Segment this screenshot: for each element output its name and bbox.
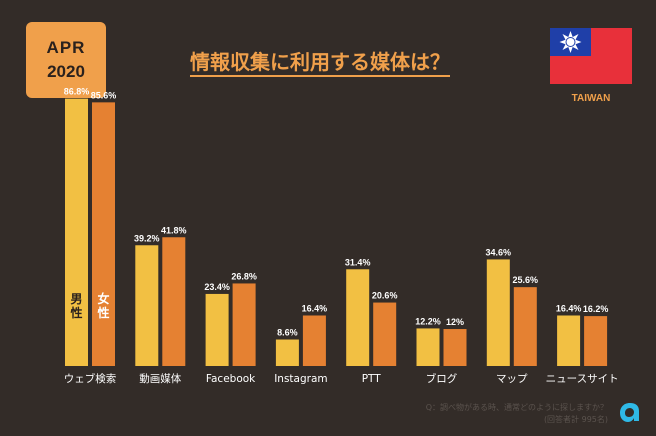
category-label-6: マップ: [496, 373, 528, 385]
brand-logo-icon: [620, 403, 639, 422]
chart-title: 情報収集に利用する媒体は？: [120, 46, 520, 77]
data-label-0-0: 86.8%: [64, 87, 90, 97]
data-label-6-1: 25.6%: [513, 275, 539, 285]
data-label-5-1: 12%: [446, 317, 464, 327]
bar-6-1: [513, 287, 537, 366]
category-label-5: ブログ: [426, 372, 458, 385]
category-label-2: Facebook: [206, 373, 256, 385]
bar-1-0: [135, 245, 159, 366]
bar-0-1: [92, 102, 115, 367]
bar-2-1: [232, 283, 256, 366]
bar-4-1: [373, 302, 397, 366]
survey-sample: (回答者計 995名): [543, 415, 608, 424]
survey-question: Q：調べ物がある時、通常どのように探しますか？: [425, 403, 608, 412]
taiwan-flag-icon: [550, 28, 632, 84]
data-label-1-0: 39.2%: [134, 233, 160, 243]
bar-6-0: [486, 259, 510, 366]
data-label-3-1: 16.4%: [302, 303, 328, 313]
data-label-5-0: 12.2%: [415, 316, 441, 326]
date-badge-year: 2020: [47, 62, 85, 81]
data-label-7-0: 16.4%: [556, 303, 582, 313]
category-label-4: PTT: [362, 373, 382, 385]
bar-1-1: [162, 237, 186, 366]
category-label-3: Instagram: [274, 373, 327, 385]
bar-7-1: [584, 316, 608, 366]
survey-note: Q：調べ物がある時、通常どのように探しますか？ (回答者計 995名): [426, 402, 608, 426]
bar-2-0: [205, 293, 229, 366]
bar-0-0: [65, 98, 88, 366]
bar-5-1: [443, 329, 467, 366]
bar-3-0: [275, 339, 299, 366]
date-badge-month: APR: [46, 38, 86, 57]
bar-4-0: [346, 269, 370, 366]
country-label: TAIWAN: [571, 93, 611, 104]
bar-5-0: [416, 328, 440, 366]
category-label-7: ニュースサイト: [546, 373, 619, 385]
series-name-1-char-0: 女: [97, 291, 109, 306]
data-label-2-1: 26.8%: [231, 271, 257, 281]
data-label-4-1: 20.6%: [372, 291, 398, 301]
data-label-0-1: 85.6%: [91, 90, 117, 100]
data-label-4-0: 31.4%: [345, 257, 371, 267]
data-label-6-0: 34.6%: [486, 247, 512, 257]
bar-3-1: [302, 315, 326, 366]
series-name-0-char-1: 性: [69, 305, 82, 320]
data-label-7-1: 16.2%: [583, 304, 609, 314]
category-label-1: 動画媒体: [139, 372, 181, 385]
series-name-0-char-0: 男: [70, 292, 82, 306]
bar-7-0: [557, 315, 581, 366]
data-label-3-0: 8.6%: [277, 328, 298, 338]
series-name-1-char-1: 性: [96, 305, 109, 320]
data-label-2-0: 23.4%: [204, 282, 230, 292]
date-badge: APR 2020: [26, 22, 106, 98]
data-label-1-1: 41.8%: [161, 225, 187, 235]
category-label-0: ウェブ検索: [64, 372, 117, 385]
